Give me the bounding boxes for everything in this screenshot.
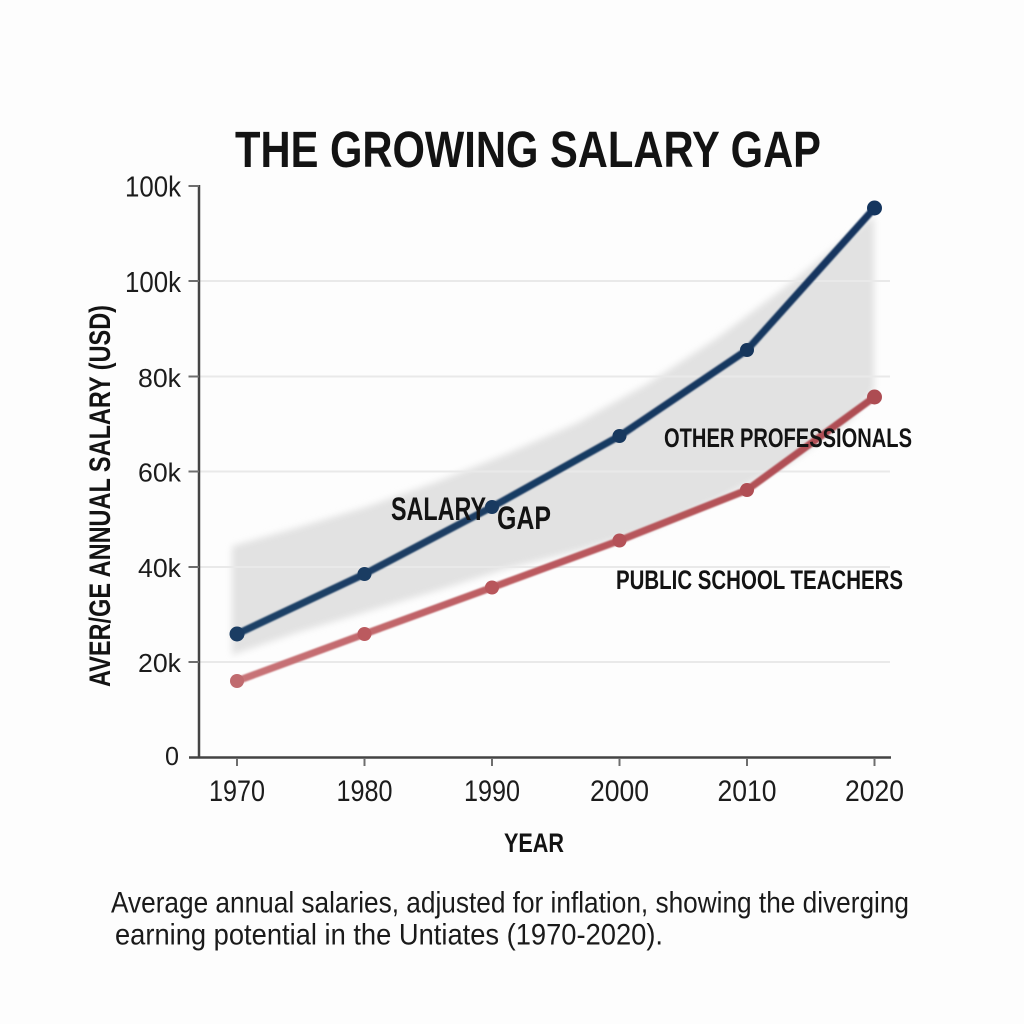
- svg-text:THE GROWING SALARY GAP: THE GROWING SALARY GAP: [235, 121, 821, 178]
- svg-text:earning potential in the Untia: earning potential in the Untiates (1970-…: [115, 919, 663, 952]
- svg-text:PUBLIC SCHOOL TEACHERS: PUBLIC SCHOOL TEACHERS: [616, 565, 903, 595]
- svg-text:40k: 40k: [138, 553, 182, 583]
- svg-text:0: 0: [165, 741, 179, 771]
- svg-text:80k: 80k: [138, 363, 182, 393]
- svg-text:100k: 100k: [125, 267, 181, 299]
- svg-text:60k: 60k: [138, 458, 182, 488]
- svg-text:1980: 1980: [337, 775, 393, 808]
- svg-text:1970: 1970: [209, 775, 265, 808]
- svg-text:YEAR: YEAR: [504, 828, 564, 858]
- svg-text:Average annual salaries, adjus: Average annual salaries, adjusted for in…: [111, 887, 909, 920]
- svg-text:SALARY: SALARY: [391, 491, 486, 527]
- svg-text:2020: 2020: [845, 775, 904, 808]
- svg-text:100k: 100k: [125, 172, 181, 204]
- svg-text:20k: 20k: [138, 648, 182, 678]
- svg-text:GAP: GAP: [497, 500, 551, 536]
- svg-text:OTHER PROFESSIONALS: OTHER PROFESSIONALS: [664, 423, 912, 453]
- svg-text:1990: 1990: [464, 775, 520, 808]
- svg-text:2000: 2000: [590, 775, 649, 808]
- svg-text:2010: 2010: [718, 775, 777, 808]
- svg-text:AVER/GE ANNUAL SALARY (USD): AVER/GE ANNUAL SALARY (USD): [84, 305, 117, 687]
